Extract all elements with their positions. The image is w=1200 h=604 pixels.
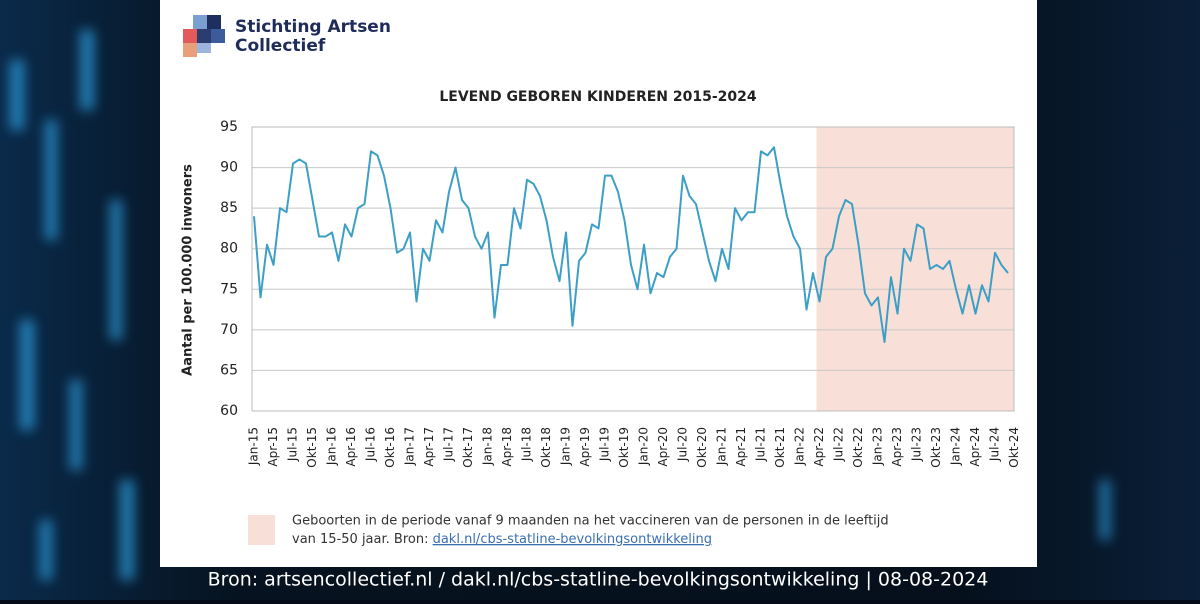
x-tick-label: Jul-24 bbox=[988, 427, 1002, 462]
x-tick-label: Jan-18 bbox=[481, 427, 495, 466]
y-tick-label: 65 bbox=[220, 362, 238, 378]
x-tick-label: Jul-17 bbox=[442, 427, 456, 462]
x-tick-label: Jan-16 bbox=[325, 427, 339, 466]
x-tick-label: Apr-18 bbox=[500, 427, 514, 467]
logo bbox=[183, 15, 225, 57]
x-tick-label: Okt-19 bbox=[617, 427, 631, 468]
org-name: Collectief bbox=[235, 36, 326, 56]
x-tick-label: Apr-15 bbox=[266, 427, 280, 467]
data-line bbox=[253, 146, 1009, 344]
x-tick-label: Apr-20 bbox=[656, 427, 670, 467]
legend-text: van 15-50 jaar. Bron: bbox=[292, 532, 433, 547]
legend-text: Geboorten in de periode vanaf 9 maanden … bbox=[292, 514, 889, 529]
x-tick-label: Apr-16 bbox=[344, 427, 358, 467]
x-tick-label: Jul-18 bbox=[520, 427, 534, 462]
y-tick-label: 90 bbox=[220, 160, 238, 176]
x-tick-label: Jul-16 bbox=[364, 427, 378, 462]
x-tick-label: Okt-15 bbox=[305, 427, 319, 468]
y-tick-label: 70 bbox=[220, 322, 238, 338]
y-tick-label: 95 bbox=[220, 119, 238, 135]
chart-title: LEVEND GEBOREN KINDEREN 2015-2024 bbox=[439, 89, 757, 105]
x-tick-label: Jan-20 bbox=[637, 427, 651, 466]
x-tick-label: Jul-23 bbox=[910, 427, 924, 462]
x-tick-label: Apr-19 bbox=[578, 427, 592, 467]
y-tick-label: 80 bbox=[220, 241, 238, 257]
x-tick-label: Jul-20 bbox=[676, 427, 690, 462]
x-tick-label: Jul-19 bbox=[598, 427, 612, 462]
x-tick-label: Jul-15 bbox=[286, 427, 300, 462]
x-tick-label: Okt-16 bbox=[383, 427, 397, 468]
x-tick-label: Jan-23 bbox=[871, 427, 885, 466]
x-tick-label: Okt-23 bbox=[929, 427, 943, 468]
glow bbox=[10, 30, 1110, 580]
highlight-region bbox=[816, 127, 1014, 411]
x-tick-label: Jan-17 bbox=[403, 427, 417, 466]
x-tick-label: Okt-18 bbox=[539, 427, 553, 468]
x-tick-label: Okt-17 bbox=[461, 427, 475, 468]
x-tick-label: Apr-22 bbox=[812, 427, 826, 467]
x-tick-label: Apr-23 bbox=[890, 427, 904, 467]
x-tick-label: Okt-21 bbox=[773, 427, 787, 468]
y-axis-label: Aantal per 100.000 inwoners bbox=[181, 164, 196, 376]
legend-text: van 15-50 jaar. Bron: dakl.nl/cbs-statli… bbox=[292, 532, 712, 547]
x-tick-label: Jan-19 bbox=[559, 427, 573, 466]
x-tick-label: Apr-17 bbox=[422, 427, 436, 467]
y-tick-label: 60 bbox=[220, 403, 238, 419]
y-tick-label: 85 bbox=[220, 200, 238, 216]
caption: Bron: artsencollectief.nl / dakl.nl/cbs-… bbox=[208, 569, 989, 591]
x-tick-label: Apr-24 bbox=[968, 427, 982, 467]
x-tick-label: Okt-22 bbox=[851, 427, 865, 468]
x-tick-label: Jul-22 bbox=[832, 427, 846, 462]
x-tick-label: Jan-15 bbox=[247, 427, 261, 466]
plot-border bbox=[251, 126, 1015, 412]
x-tick-label: Jan-24 bbox=[949, 427, 963, 466]
org-name: Stichting Artsen bbox=[235, 17, 391, 37]
x-tick-label: Okt-20 bbox=[695, 427, 709, 468]
plot: 60 65 70 75 80 85 90 95 Jan-15 Apr-15 Jul-15 Okt-15… bbox=[220, 119, 1021, 468]
y-tick-label: 75 bbox=[220, 281, 238, 297]
legend-link[interactable]: dakl.nl/cbs-statline-bevolkingsontwikkel… bbox=[433, 532, 712, 547]
x-tick-label: Jan-22 bbox=[793, 427, 807, 466]
x-tick-label: Jul-21 bbox=[754, 427, 768, 462]
x-tick-label: Jan-21 bbox=[715, 427, 729, 466]
x-tick-label: Okt-24 bbox=[1007, 427, 1021, 468]
legend-swatch bbox=[248, 515, 275, 545]
x-tick-label: Apr-21 bbox=[734, 427, 748, 467]
